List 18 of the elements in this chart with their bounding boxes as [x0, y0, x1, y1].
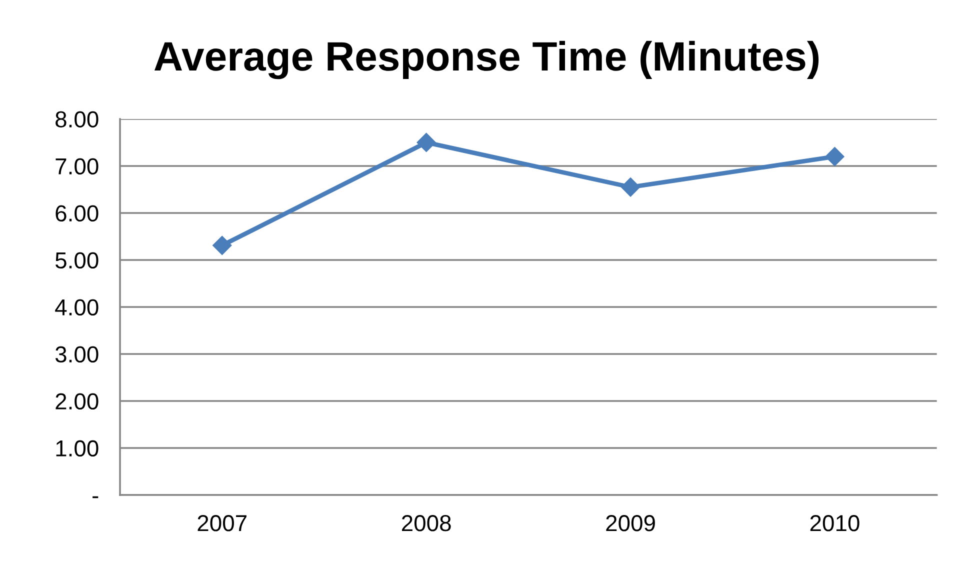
y-tick-label: 6.00 [56, 205, 98, 222]
chart-title: Average Response Time (Minutes) [154, 40, 819, 80]
point [212, 236, 232, 256]
y-tick-label: 8.00 [56, 111, 98, 128]
y-tick-label: 5.00 [56, 252, 98, 269]
y-tick-label: 3.00 [55, 346, 98, 363]
y-tick-label: 4.00 [55, 299, 98, 316]
y-tick-label: 2.00 [56, 393, 98, 410]
point [416, 132, 436, 152]
x-tick-label: 2010 [810, 515, 860, 532]
y-tick-label: 7.00 [56, 158, 98, 175]
x-tick-label: 2007 [198, 515, 246, 532]
point [620, 177, 640, 197]
y-tick-label: - [92, 496, 98, 498]
y-tick-label: 1.00 [56, 440, 98, 457]
x-tick-label: 2008 [402, 515, 451, 532]
x-tick-label: 2009 [606, 515, 655, 532]
point [824, 146, 845, 166]
